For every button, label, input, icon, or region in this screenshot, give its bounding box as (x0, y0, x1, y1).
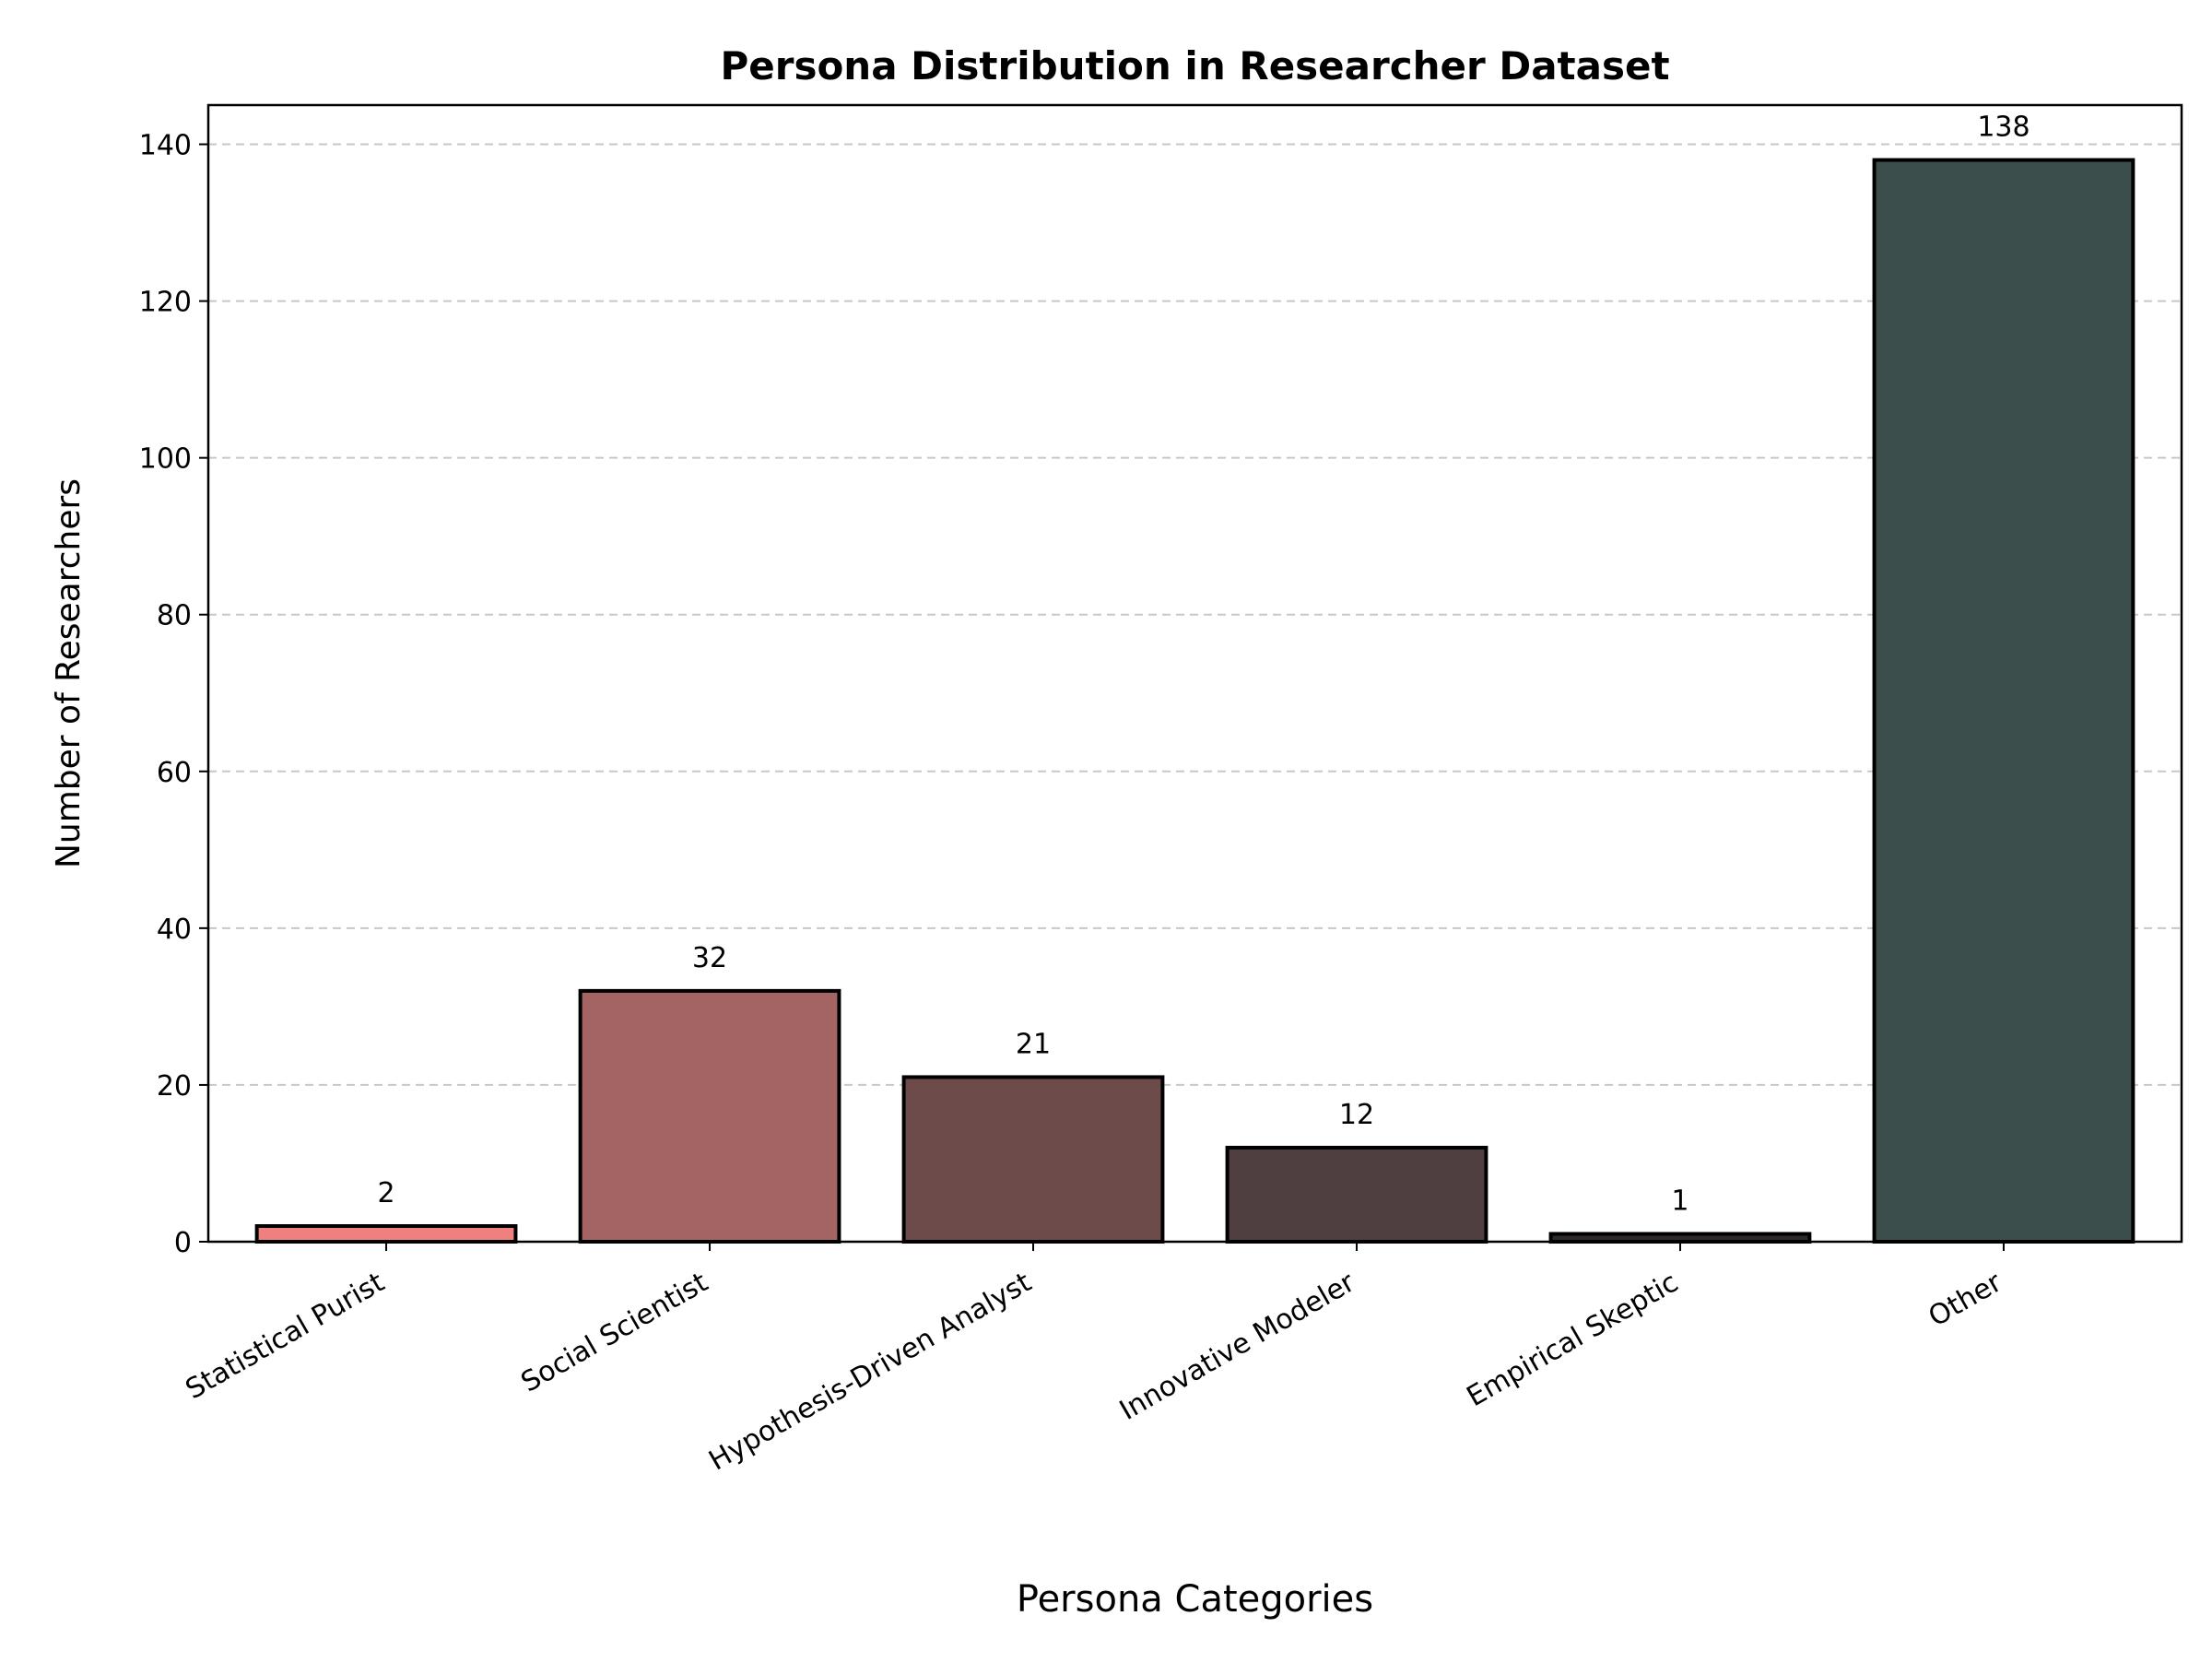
y-tick-label: 100 (139, 443, 192, 476)
data-label: 138 (1977, 112, 2030, 144)
y-tick-label: 20 (157, 1070, 192, 1103)
y-tick-label: 80 (157, 600, 192, 632)
bars (254, 158, 2136, 1244)
y-tick-label: 60 (157, 757, 192, 789)
bar (254, 1223, 518, 1244)
y-tick-label: 120 (139, 287, 192, 319)
y-tick-label: 0 (174, 1227, 192, 1259)
y-tick-label: 40 (157, 914, 192, 946)
y-tick-label: 140 (139, 130, 192, 162)
x-axis-label: Persona Categories (1017, 1578, 1373, 1621)
bar (1872, 158, 2136, 1244)
bar (1548, 1232, 1812, 1244)
data-label: 32 (692, 942, 727, 974)
y-ticks: 0 20 40 60 80 100 120 140 (139, 130, 208, 1259)
data-label: 2 (377, 1177, 394, 1209)
data-label: 21 (1016, 1028, 1051, 1060)
bar (578, 988, 841, 1244)
data-label: 12 (1339, 1099, 1374, 1131)
y-axis-label: Number of Researchers (50, 478, 88, 868)
data-label: 1 (1671, 1185, 1688, 1217)
plot-frame (206, 103, 2183, 1244)
bar (1225, 1145, 1488, 1244)
data-labels: 2 32 21 12 1 138 (377, 112, 2030, 1218)
chart-title: Persona Distribution in Researcher Datas… (720, 43, 1669, 88)
bar (901, 1075, 1165, 1244)
